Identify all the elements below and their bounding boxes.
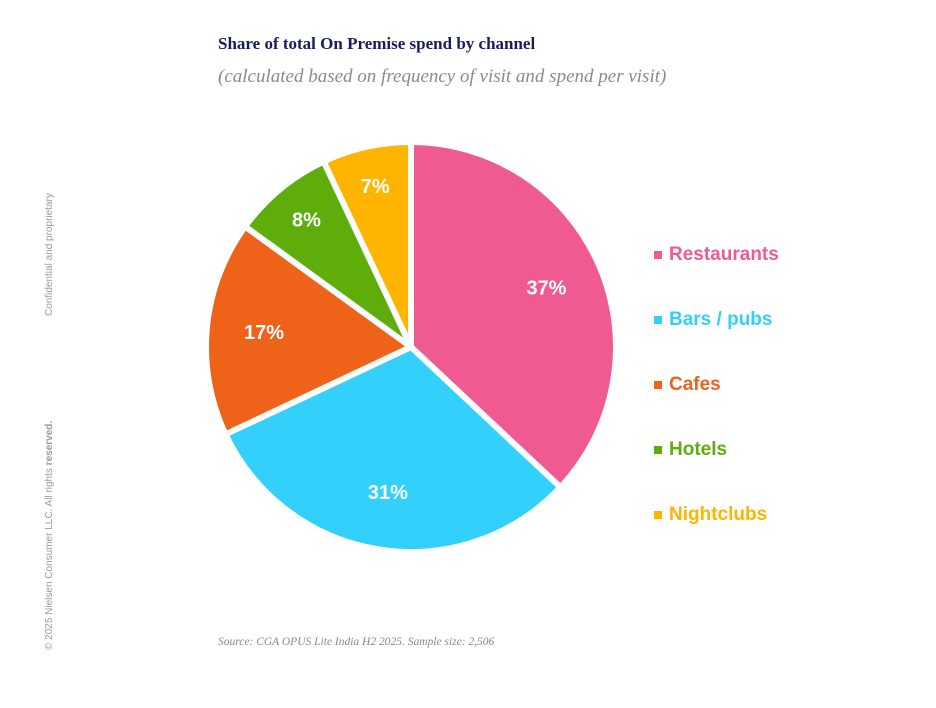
legend-item-hotels: Hotels [654, 417, 779, 482]
chart-subtitle: (calculated based on frequency of visit … [218, 66, 667, 87]
legend-item-nightclubs: Nightclubs [654, 482, 779, 547]
legend-label: Restaurants [669, 243, 779, 265]
legend-label: Hotels [669, 438, 728, 460]
legend-swatch [654, 380, 662, 389]
data-label-nightclubs: 7% [361, 176, 390, 198]
data-label-cafes: 17% [244, 322, 284, 344]
legend-swatch [654, 315, 662, 324]
legend-item-cafes: Cafes [654, 352, 779, 417]
legend-label: Nightclubs [669, 503, 768, 525]
data-label-restaurants: 37% [526, 277, 566, 299]
legend-item-restaurants: Restaurants [654, 222, 779, 287]
legend-swatch [654, 250, 662, 259]
chart-legend: Restaurants Bars / pubs Cafes Hotels Nightcl… [654, 222, 779, 547]
legend-swatch [654, 445, 662, 454]
pie-slice-cafes [203, 223, 414, 438]
legend-label: Cafes [669, 373, 721, 395]
legend-label: Bars / pubs [669, 308, 773, 330]
source-note: Source: CGA OPUS Lite India H2 2025. Sam… [218, 636, 495, 648]
pie-slice-nightclubs [320, 139, 414, 350]
pie-slice-restaurants [408, 139, 619, 491]
chart-title: Share of total On Premise spend by chann… [218, 34, 536, 53]
pie-slice-bars-pubs [222, 344, 564, 555]
legend-item-bars-pubs: Bars / pubs [654, 287, 779, 352]
data-label-bars-pubs: 31% [368, 482, 408, 504]
legend-swatch [654, 510, 662, 519]
data-label-hotels: 8% [292, 210, 321, 232]
